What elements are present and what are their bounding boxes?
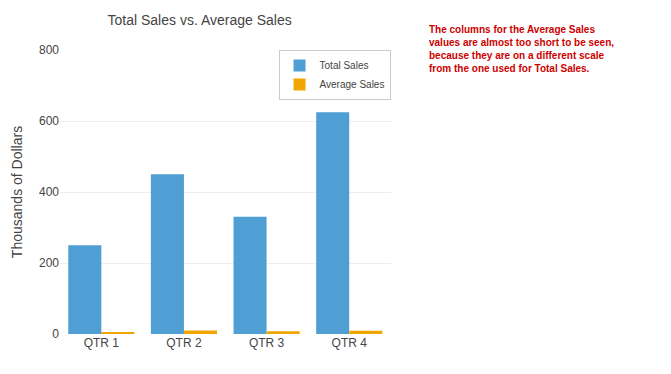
svg-text:Total Sales: Total Sales <box>320 60 369 71</box>
svg-text:Average Sales: Average Sales <box>320 79 385 90</box>
svg-text:800: 800 <box>39 43 59 57</box>
svg-text:QTR 2: QTR 2 <box>166 336 202 350</box>
svg-text:The columns for the Average Sa: The columns for the Average Salesvalues … <box>429 24 614 74</box>
svg-text:0: 0 <box>52 327 59 341</box>
svg-text:QTR 1: QTR 1 <box>84 336 120 350</box>
svg-text:200: 200 <box>39 256 59 270</box>
svg-text:Thousands of Dollars: Thousands of Dollars <box>9 126 25 258</box>
svg-text:600: 600 <box>39 114 59 128</box>
svg-text:400: 400 <box>39 185 59 199</box>
svg-text:Total Sales vs. Average Sales: Total Sales vs. Average Sales <box>108 12 292 28</box>
svg-text:QTR 4: QTR 4 <box>332 336 368 350</box>
svg-text:QTR 3: QTR 3 <box>249 336 285 350</box>
